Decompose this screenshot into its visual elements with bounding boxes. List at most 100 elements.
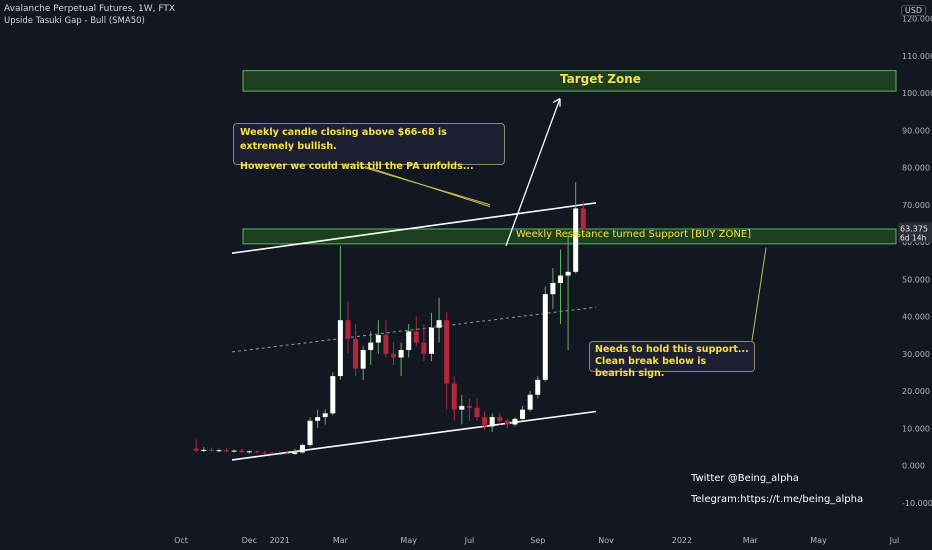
target-arrowhead [552,98,561,107]
candle-body [345,320,351,339]
candle-body [520,409,526,419]
y-tick-label: 70.000 [902,201,930,210]
candle-body [406,331,412,351]
candle-body [269,452,275,454]
lower-channel-line [231,410,597,461]
candle-body [254,451,260,453]
candle-body [322,413,328,418]
y-tick-label: 60.000 [902,238,930,247]
y-tick-label: 10.000 [902,424,930,433]
candle-body [451,383,457,410]
candle-body [337,320,343,377]
support-note-line1: Needs to hold this support... [595,344,749,355]
candle-body [224,450,230,452]
candle-body [330,376,336,414]
candle-body [459,405,465,410]
y-tick-label: 110.000 [902,52,932,61]
candle-body [193,448,199,451]
candle-body [239,450,245,453]
candle-body [375,335,381,343]
support-note-pointer [751,247,767,341]
candle-body [277,453,283,455]
candle-body [368,342,374,351]
y-tick-label: 50.000 [902,275,930,284]
candle-body [391,353,397,358]
candle-body [261,452,267,454]
bullish-note-pointer-2 [364,165,491,208]
candle-body [542,294,548,380]
candle-body [208,449,214,451]
last-price-tag [898,222,932,243]
x-tick-label: Jul [889,536,900,545]
buy-zone-label: Weekly Resistance turned Support [BUY ZO… [516,229,752,240]
y-tick-label: 30.000 [902,350,930,359]
y-tick-label: 20.000 [902,387,930,396]
candle-body [466,405,472,408]
candle-body [299,445,305,453]
candle-body [444,320,450,384]
target-arrow-line [505,98,561,246]
target-zone-label: Target Zone [560,72,641,86]
support-note-line2: Clean break below is bearish sign. [595,356,707,379]
candle-body [284,453,290,455]
support-note: Needs to hold this support... Clean brea… [589,341,755,379]
y-tick-label: 0.000 [902,462,925,471]
mid-channel-line [231,306,597,353]
buy-zone [242,228,897,245]
candle-body [398,350,404,358]
candle-body [231,450,237,452]
candle-body [565,271,571,276]
upper-channel-line [231,202,597,254]
candle-body [436,320,442,328]
chart-title: Avalanche Perpetual Futures, 1W, FTX [4,4,176,14]
x-tick-label: Mar [743,536,759,545]
x-tick-label: May [400,536,417,545]
candle-body [353,338,359,369]
x-tick-label: 2022 [672,536,692,545]
candle-body [201,449,207,451]
candle-body [474,407,480,418]
candle-body [527,394,533,410]
x-tick-label: Oct [174,536,188,545]
last-price-countdown: 6d 14h [900,233,926,242]
y-tick-label: 120.000 [902,15,932,24]
last-price-value: 63.375 [900,224,928,233]
candle-body [216,450,222,452]
candle-body [307,420,313,446]
candle-body [512,418,518,425]
x-tick-label: Sep [530,536,545,545]
target-zone [242,70,897,92]
candle-body [360,350,366,369]
candle-body [246,451,252,453]
candle-body [315,417,321,421]
x-tick-label: May [810,536,827,545]
candle-body [504,420,510,425]
twitter-credit: Twitter @Being_alpha [691,473,799,484]
bullish-note-line1: Weekly candle closing above $66-68 is ex… [240,127,447,152]
candle-body [428,327,434,354]
bullish-note-line2: However we could wait till the PA unfold… [240,161,474,172]
y-tick-label: -10.000 [902,499,932,508]
candle-body [535,379,541,395]
candle-body [413,331,419,343]
candle-body [550,282,556,295]
candle-body [558,275,563,283]
y-tick-label: 40.000 [902,313,930,322]
currency-badge[interactable]: USD [900,5,926,16]
candle-body [580,208,586,230]
telegram-credit: Telegram:https://t.me/being_alpha [691,494,864,505]
y-tick-label: 90.000 [902,126,930,135]
x-tick-label: Dec [242,536,257,545]
bullish-note: Weekly candle closing above $66-68 is ex… [233,123,505,172]
candle-body [383,335,389,354]
x-tick-label: 2021 [269,536,289,545]
x-tick-label: Nov [598,536,614,545]
candle-body [292,452,298,454]
y-tick-label: 100.000 [902,89,932,98]
candle-body [497,417,503,421]
x-tick-label: Jul [464,536,475,545]
candle-body [573,208,579,272]
candle-body [421,342,427,354]
indicator-label: Upside Tasuki Gap - Bull (SMA50) [4,16,145,26]
